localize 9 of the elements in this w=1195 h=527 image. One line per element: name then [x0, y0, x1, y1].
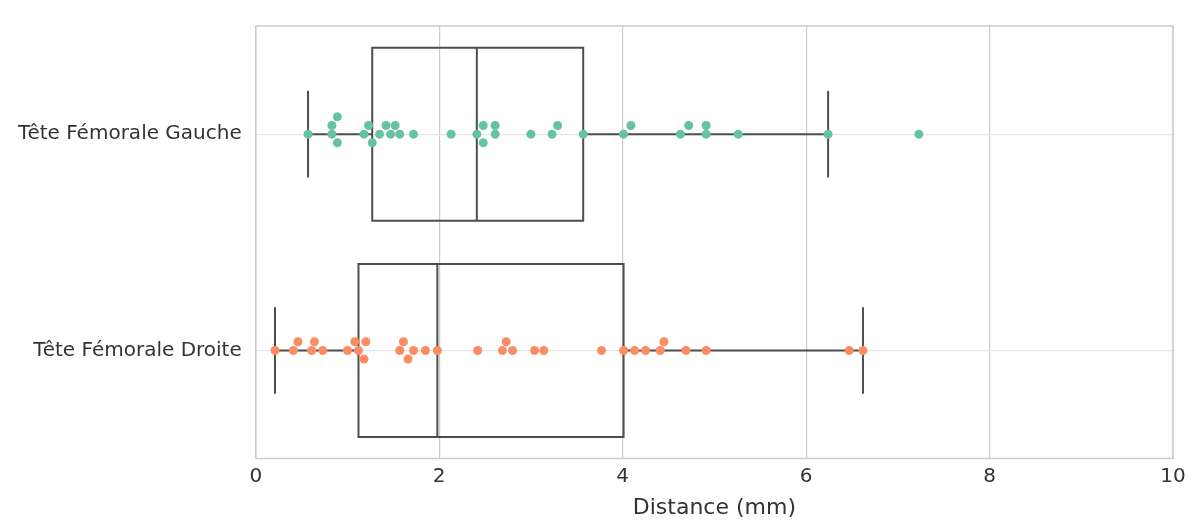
- x-tick-label: 10: [1160, 462, 1186, 487]
- x-tick-label: 4: [616, 462, 630, 487]
- y-tick-label: Tête Fémorale Gauche: [17, 120, 242, 145]
- x-tick-label: 6: [799, 462, 813, 487]
- y-tick-label: Tête Fémorale Droite: [32, 336, 242, 361]
- x-tick-label: 0: [249, 462, 263, 487]
- x-tick-label: 2: [432, 462, 446, 487]
- x-axis-title: Distance (mm): [632, 493, 796, 519]
- x-tick-label: 8: [983, 462, 996, 487]
